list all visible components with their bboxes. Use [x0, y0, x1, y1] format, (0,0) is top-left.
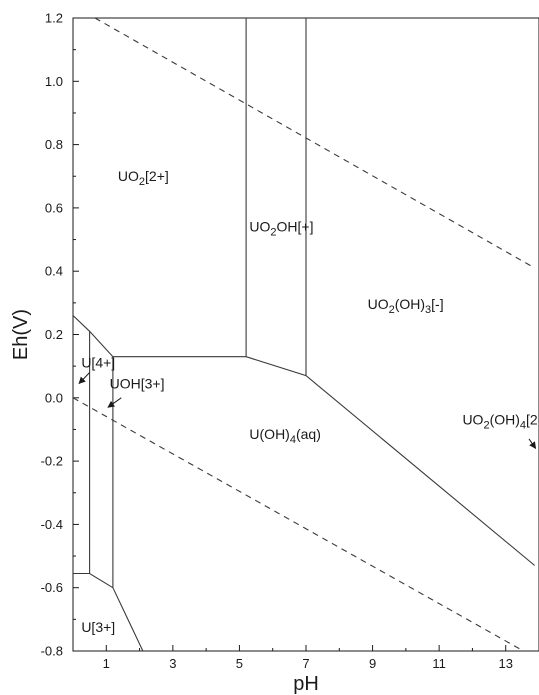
water-stability-line	[73, 397, 525, 651]
label-arrow	[78, 372, 91, 385]
x-tick-label: 9	[369, 656, 376, 671]
y-tick-label: 0.0	[45, 390, 63, 405]
phase-boundary-line	[73, 572, 144, 651]
region-labels: UO2[2+] UO2OH[+] UO2(OH)3[-] UO2(OH)4[2-] U(…	[81, 168, 539, 635]
region-label: U[3+]	[81, 619, 115, 635]
series-lines	[73, 18, 536, 651]
x-tick-label: 3	[169, 656, 176, 671]
x-tick-label: 5	[236, 656, 243, 671]
region-label: U[4+]	[81, 355, 115, 371]
y-tick-label: 0.8	[45, 137, 63, 152]
x-tick-label: 13	[498, 656, 512, 671]
x-tick-label: 11	[432, 656, 446, 671]
water-stability-line	[94, 18, 535, 269]
label-arrow	[107, 397, 122, 408]
region-label: UO2(OH)3[-]	[368, 296, 444, 316]
y-tick-label: 1.0	[45, 74, 63, 89]
y-tick-label: -0.4	[41, 517, 63, 532]
label-arrow	[528, 438, 537, 450]
x-tick-label: 1	[103, 656, 110, 671]
region-label: U(OH)4(aq)	[249, 426, 320, 446]
region-label: UO2(OH)4[2-]	[462, 412, 539, 432]
y-tick-label: -0.2	[41, 454, 63, 469]
y-tick-label: 0.6	[45, 200, 63, 215]
x-axis-title: pH	[293, 673, 319, 695]
y-tick-label: 1.2	[45, 11, 63, 26]
region-label: UO2[2+]	[118, 168, 169, 188]
x-tick-label: 7	[302, 656, 309, 671]
y-tick-label: 0.4	[45, 264, 63, 279]
y-tick-label: 0.2	[45, 327, 63, 342]
y-axis-title: Eh(V)	[10, 309, 32, 360]
axes: -0.8-0.6-0.4-0.20.00.20.40.60.81.01.21 3 5…	[41, 11, 539, 671]
annotation-arrows	[78, 372, 537, 450]
region-label: UOH[3+]	[110, 375, 165, 391]
y-tick-label: -0.8	[41, 644, 63, 659]
region-label: UO2OH[+]	[249, 219, 313, 239]
y-tick-label: -0.6	[41, 580, 63, 595]
phase-boundary-line	[73, 315, 536, 566]
